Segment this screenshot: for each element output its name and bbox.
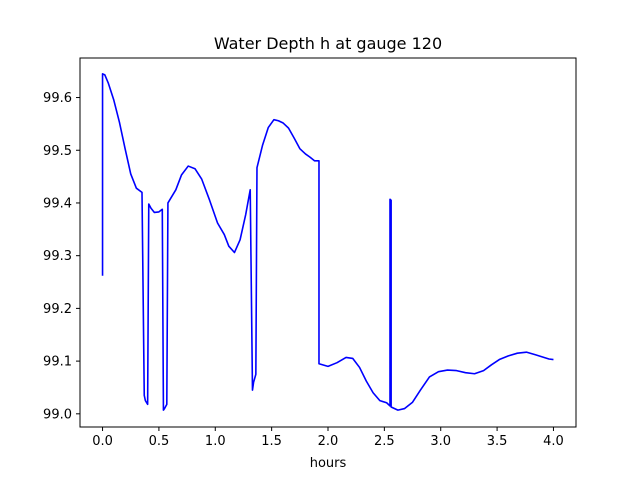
x-axis: 0.0 0.5 1.0 1.5 2.0 2.5 3.0 3.5 4.0 xyxy=(92,427,564,449)
x-tick-label: 3.0 xyxy=(430,434,451,449)
y-tick-label: 99.4 xyxy=(43,196,72,211)
y-tick-label: 99.2 xyxy=(43,302,72,317)
y-tick-label: 99.0 xyxy=(43,407,72,422)
x-tick-label: 1.0 xyxy=(205,434,226,449)
x-tick-label: 0.0 xyxy=(92,434,113,449)
y-axis: 99.0 99.1 99.2 99.3 99.4 99.5 99.6 xyxy=(43,91,80,422)
x-tick-label: 0.5 xyxy=(149,434,170,449)
x-tick-label: 2.5 xyxy=(374,434,395,449)
x-tick-label: 4.0 xyxy=(543,434,564,449)
y-tick-label: 99.1 xyxy=(43,355,72,370)
x-tick-label: 1.5 xyxy=(261,434,282,449)
y-tick-label: 99.6 xyxy=(43,91,72,106)
x-axis-title: hours xyxy=(310,456,347,471)
series-line-0 xyxy=(101,73,554,411)
chart-title: Water Depth h at gauge 120 xyxy=(214,34,442,53)
series-layer xyxy=(101,73,554,411)
y-tick-label: 99.3 xyxy=(43,249,72,264)
x-tick-label: 2.0 xyxy=(318,434,339,449)
x-tick-label: 3.5 xyxy=(487,434,508,449)
y-tick-label: 99.5 xyxy=(43,144,72,159)
